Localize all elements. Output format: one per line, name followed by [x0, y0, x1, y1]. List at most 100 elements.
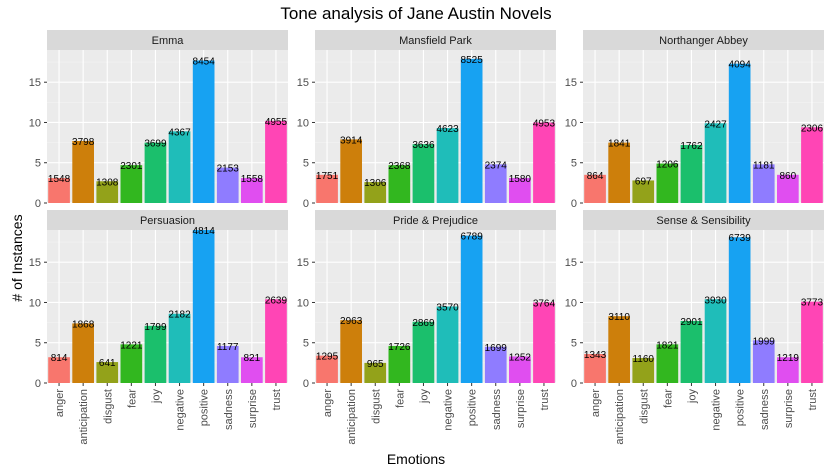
- data-label-northanger-abbey-trust: 2306: [801, 123, 824, 134]
- data-label-emma-anger: 1548: [48, 174, 71, 185]
- data-label-sense-sensibility-sadness: 1999: [753, 336, 776, 347]
- facet-title-emma: Emma: [152, 35, 185, 47]
- bar-mansfield-park-joy: [412, 144, 435, 203]
- y-tick-label: 5: [35, 338, 41, 350]
- data-label-sense-sensibility-negative: 3930: [704, 295, 727, 306]
- data-label-northanger-abbey-positive: 4094: [729, 60, 752, 71]
- bar-pride-prejudice-anger: [316, 355, 338, 383]
- bar-emma-anticipation: [72, 140, 94, 203]
- bar-pride-prejudice-sadness: [484, 346, 507, 383]
- bar-emma-disgust: [96, 181, 119, 203]
- data-label-persuasion-sadness: 1177: [217, 342, 239, 353]
- bar-sense-sensibility-disgust: [632, 358, 655, 383]
- x-tick-label: disgust: [638, 389, 650, 424]
- data-label-emma-fear: 2301: [120, 161, 143, 172]
- y-tick-label: 15: [29, 77, 41, 89]
- data-label-northanger-abbey-sadness: 1181: [753, 160, 775, 171]
- y-tick-label: 10: [29, 297, 41, 309]
- bar-northanger-abbey-negative: [704, 123, 727, 203]
- x-tick-label: trust: [271, 389, 283, 410]
- bar-pride-prejudice-joy: [412, 321, 435, 383]
- data-label-sense-sensibility-anger: 1343: [584, 350, 607, 361]
- data-label-northanger-abbey-joy: 1762: [680, 141, 703, 152]
- y-tick-label: 15: [297, 77, 309, 89]
- data-label-mansfield-park-fear: 2368: [388, 161, 411, 172]
- data-label-mansfield-park-surprise: 1580: [509, 174, 532, 185]
- x-tick-label: trust: [807, 389, 819, 410]
- bar-sense-sensibility-anticipation: [608, 316, 630, 383]
- bar-sense-sensibility-positive: [728, 237, 751, 383]
- data-label-emma-surprise: 1558: [241, 174, 264, 185]
- bar-sense-sensibility-surprise: [777, 357, 799, 383]
- data-label-sense-sensibility-trust: 3773: [801, 298, 824, 309]
- data-label-pride-prejudice-negative: 3570: [436, 303, 459, 314]
- data-label-mansfield-park-sadness: 2374: [485, 160, 508, 171]
- bar-persuasion-fear: [120, 344, 143, 383]
- x-tick-label: joy: [150, 389, 162, 405]
- bar-pride-prejudice-surprise: [509, 356, 531, 383]
- facet-strip-emma: [47, 30, 288, 50]
- bar-northanger-abbey-trust: [801, 127, 823, 203]
- x-tick-label: positive: [467, 389, 479, 426]
- bar-sense-sensibility-negative: [704, 299, 727, 383]
- bar-northanger-abbey-positive: [728, 63, 751, 204]
- y-tick-label: 10: [565, 117, 577, 129]
- data-label-persuasion-joy: 1799: [144, 322, 167, 333]
- y-tick-label: 5: [303, 158, 309, 170]
- bar-mansfield-park-anger: [316, 174, 338, 203]
- x-tick-label: trust: [539, 389, 551, 410]
- bar-emma-joy: [144, 142, 167, 203]
- y-tick-label: 0: [571, 378, 577, 390]
- facet-title-mansfield-park: Mansfield Park: [399, 35, 472, 47]
- y-tick-label: 5: [571, 338, 577, 350]
- x-tick-label: sadness: [223, 389, 235, 430]
- x-tick-label: anger: [322, 389, 334, 417]
- y-tick-label: 5: [303, 338, 309, 350]
- y-tick-label: 0: [303, 378, 309, 390]
- x-tick-label: anger: [54, 389, 66, 417]
- data-label-mansfield-park-anger: 1751: [316, 171, 339, 182]
- x-tick-label: fear: [126, 389, 138, 408]
- y-tick-label: 5: [571, 158, 577, 170]
- y-tick-label: 10: [565, 297, 577, 309]
- y-tick-label: 0: [303, 198, 309, 210]
- facet-strip-persuasion: [47, 210, 288, 230]
- bar-pride-prejudice-trust: [533, 302, 555, 383]
- data-label-mansfield-park-disgust: 1306: [364, 178, 387, 189]
- bar-persuasion-sadness: [216, 345, 239, 383]
- data-label-pride-prejudice-sadness: 1699: [485, 343, 508, 354]
- data-label-emma-positive: 8454: [193, 56, 216, 67]
- bar-mansfield-park-anticipation: [340, 139, 362, 203]
- y-tick-label: 0: [35, 198, 41, 210]
- data-label-emma-trust: 4955: [265, 117, 288, 128]
- data-label-pride-prejudice-surprise: 1252: [509, 352, 532, 363]
- bar-pride-prejudice-anticipation: [340, 320, 362, 383]
- x-tick-label: anticipation: [614, 389, 626, 445]
- y-tick-label: 0: [35, 378, 41, 390]
- y-tick-label: 0: [571, 198, 577, 210]
- x-tick-label: anticipation: [346, 389, 358, 445]
- bar-emma-trust: [265, 120, 287, 203]
- bar-persuasion-anger: [48, 357, 70, 383]
- bar-northanger-abbey-anticipation: [608, 142, 630, 203]
- x-axis-title: Emotions: [386, 451, 446, 467]
- facet-strip-northanger-abbey: [583, 30, 824, 50]
- data-label-northanger-abbey-surprise: 860: [780, 171, 797, 182]
- y-tick-label: 10: [297, 297, 309, 309]
- bar-sense-sensibility-trust: [801, 301, 823, 383]
- data-label-northanger-abbey-anticipation: 1841: [608, 139, 631, 150]
- bar-persuasion-anticipation: [72, 323, 94, 383]
- data-label-pride-prejudice-trust: 3764: [533, 298, 556, 309]
- data-label-persuasion-disgust: 641: [99, 358, 116, 369]
- data-label-pride-prejudice-joy: 2869: [412, 318, 435, 329]
- bar-pride-prejudice-negative: [436, 306, 459, 383]
- y-tick-label: 15: [565, 257, 577, 269]
- data-label-emma-negative: 4367: [168, 127, 191, 138]
- bar-persuasion-surprise: [241, 357, 263, 383]
- bar-persuasion-disgust: [96, 362, 119, 383]
- data-label-persuasion-anticipation: 1868: [72, 319, 95, 330]
- y-tick-label: 10: [297, 117, 309, 129]
- data-label-persuasion-fear: 1221: [120, 340, 143, 351]
